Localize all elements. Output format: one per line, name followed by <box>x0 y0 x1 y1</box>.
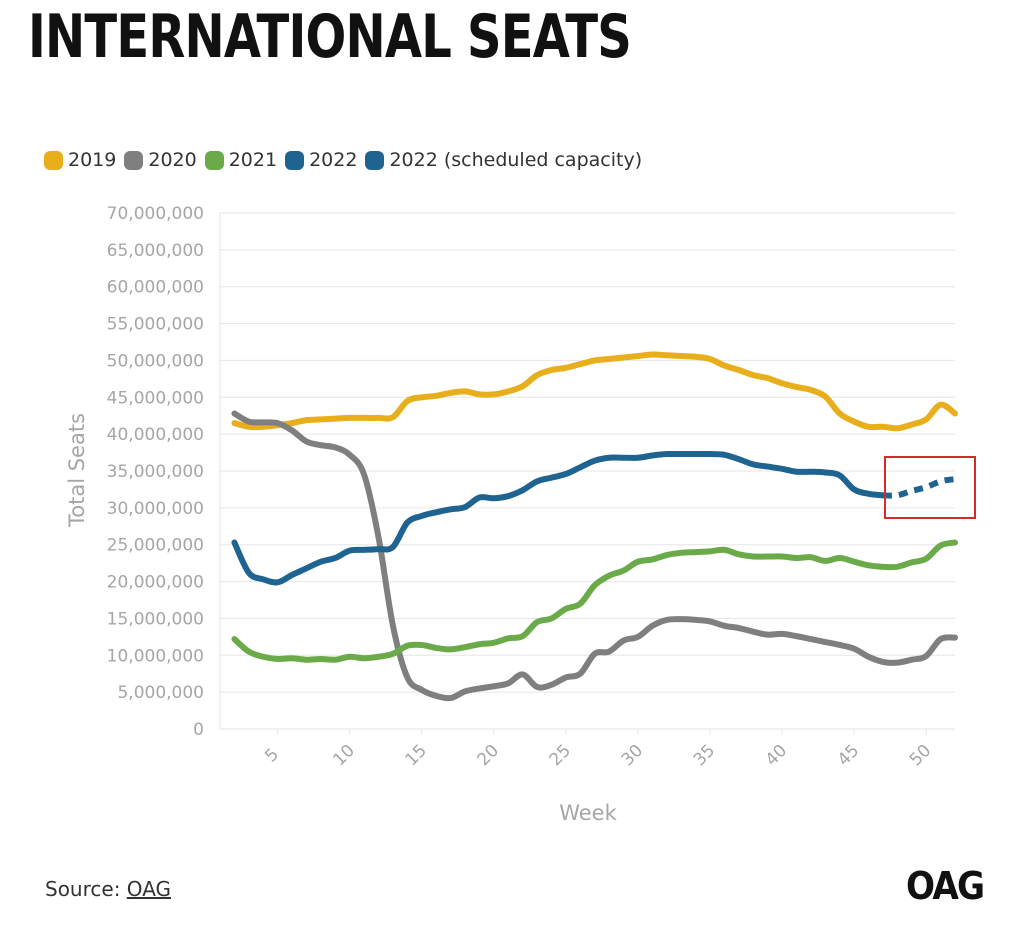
y-tick-label: 40,000,000 <box>107 425 204 445</box>
series-line-2019[interactable] <box>231 351 958 432</box>
x-tick-label: 35 <box>690 741 719 770</box>
legend-item-2020[interactable]: 2020 <box>124 149 197 171</box>
line-chart: 70,000,00065,000,00060,000,00055,000,000… <box>65 204 976 825</box>
x-tick-label: 45 <box>834 741 863 770</box>
legend: 2019 2020 2021 2022 2022 (scheduled capa… <box>44 149 650 171</box>
legend-label-2020: 2020 <box>148 149 197 171</box>
legend-item-2022[interactable]: 2022 <box>285 149 357 171</box>
y-tick-label: 30,000,000 <box>107 499 204 519</box>
x-axis-label: Week <box>559 801 617 825</box>
source-prefix: Source: <box>45 877 127 901</box>
y-tick-label: 35,000,000 <box>107 462 204 482</box>
series-line-2022-scheduled-capacity[interactable] <box>882 476 956 499</box>
x-tick-label: 25 <box>546 741 575 770</box>
legend-swatch-2022-scheduled <box>365 150 385 170</box>
legend-label-2022: 2022 <box>309 149 358 171</box>
legend-item-2022-scheduled[interactable]: 2022 (scheduled capacity) <box>365 149 642 171</box>
series-line-2020[interactable] <box>231 410 958 702</box>
x-tick-label: 15 <box>402 741 431 770</box>
y-tick-label: 65,000,000 <box>107 241 204 261</box>
y-axis-ticks: 70,000,000 65,000,000 60,000,000 55,000,000… <box>107 204 204 740</box>
series-lines <box>231 351 958 702</box>
source-link[interactable]: OAG <box>126 877 172 901</box>
x-tick-label: 10 <box>329 741 358 770</box>
x-tick-label: 40 <box>762 741 791 770</box>
legend-label-2021: 2021 <box>228 149 278 171</box>
y-tick-label: 0 <box>193 720 204 740</box>
y-tick-label: 10,000,000 <box>107 646 204 666</box>
y-tick-label: 55,000,000 <box>107 315 204 335</box>
y-tick-label: 60,000,000 <box>107 278 204 298</box>
y-tick-label: 25,000,000 <box>107 536 204 556</box>
series-line-2021[interactable] <box>231 539 958 663</box>
y-tick-label: 45,000,000 <box>107 388 204 408</box>
legend-label-2019: 2019 <box>68 149 117 171</box>
legend-swatch-2022 <box>285 150 305 170</box>
legend-item-2019[interactable]: 2019 <box>44 149 116 171</box>
legend-item-2021[interactable]: 2021 <box>204 149 278 171</box>
legend-swatch-2020 <box>124 150 144 170</box>
x-tick-label: 50 <box>906 741 935 770</box>
highlight-box <box>884 456 976 519</box>
y-axis-label: Total Seats <box>65 413 89 528</box>
x-axis-ticks: 5 10 15 20 25 30 35 40 45 50 <box>261 729 935 770</box>
legend-label-2022-scheduled: 2022 (scheduled capacity) <box>389 149 643 171</box>
x-tick-label: 5 <box>261 745 283 767</box>
y-tick-label: 50,000,000 <box>107 351 204 371</box>
x-tick-label: 20 <box>474 741 503 770</box>
series-line-2022[interactable] <box>231 450 886 586</box>
legend-swatch-2021 <box>204 150 224 170</box>
chart-title: INTERNATIONAL SEATS <box>28 2 632 72</box>
legend-swatch-2019 <box>44 150 63 170</box>
oag-logo: OAG <box>906 864 985 908</box>
source-note: Source: OAG <box>45 877 171 901</box>
y-tick-label: 5,000,000 <box>117 683 204 703</box>
grid-lines <box>219 212 955 730</box>
y-tick-label: 15,000,000 <box>107 609 204 629</box>
x-tick-label: 30 <box>618 741 647 770</box>
y-tick-label: 70,000,000 <box>107 204 204 224</box>
y-tick-label: 20,000,000 <box>107 573 204 593</box>
